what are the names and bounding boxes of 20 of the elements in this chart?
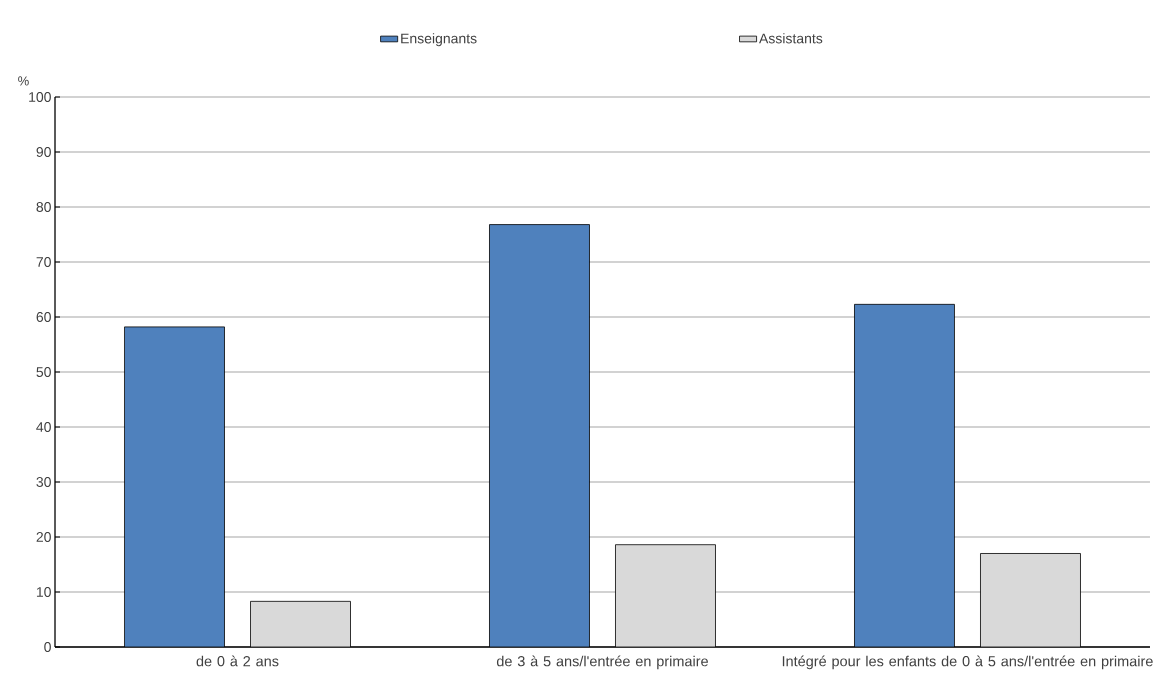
y-tick-label: 100 (29, 92, 51, 102)
y-axis-title: % (18, 76, 29, 86)
x-tick-label: Intégré pour les enfants de 0 à 5 ans/l'entrée en primaire (782, 655, 1153, 670)
x-tick-label: de 3 à 5 ans/l'entrée en primaire (496, 655, 708, 670)
y-tick-label: 40 (36, 422, 51, 432)
y-tick-label: 70 (36, 257, 51, 267)
y-tick-label: 30 (36, 477, 51, 487)
y-tick-label: 60 (36, 312, 51, 322)
legend-label: Assistants (759, 33, 823, 44)
y-tick-label: 0 (44, 642, 51, 652)
y-tick-label: 50 (36, 367, 51, 377)
legend-label: Enseignants (401, 33, 477, 47)
x-tick-label: de 0 à 2 ans (196, 655, 279, 667)
y-tick-label: 10 (36, 587, 51, 597)
bar (854, 303, 955, 647)
y-tick-label: 20 (36, 532, 51, 542)
y-tick-label: 90 (36, 147, 51, 157)
bar (489, 224, 590, 647)
y-tick-label: 80 (36, 202, 51, 212)
bar (124, 326, 225, 647)
